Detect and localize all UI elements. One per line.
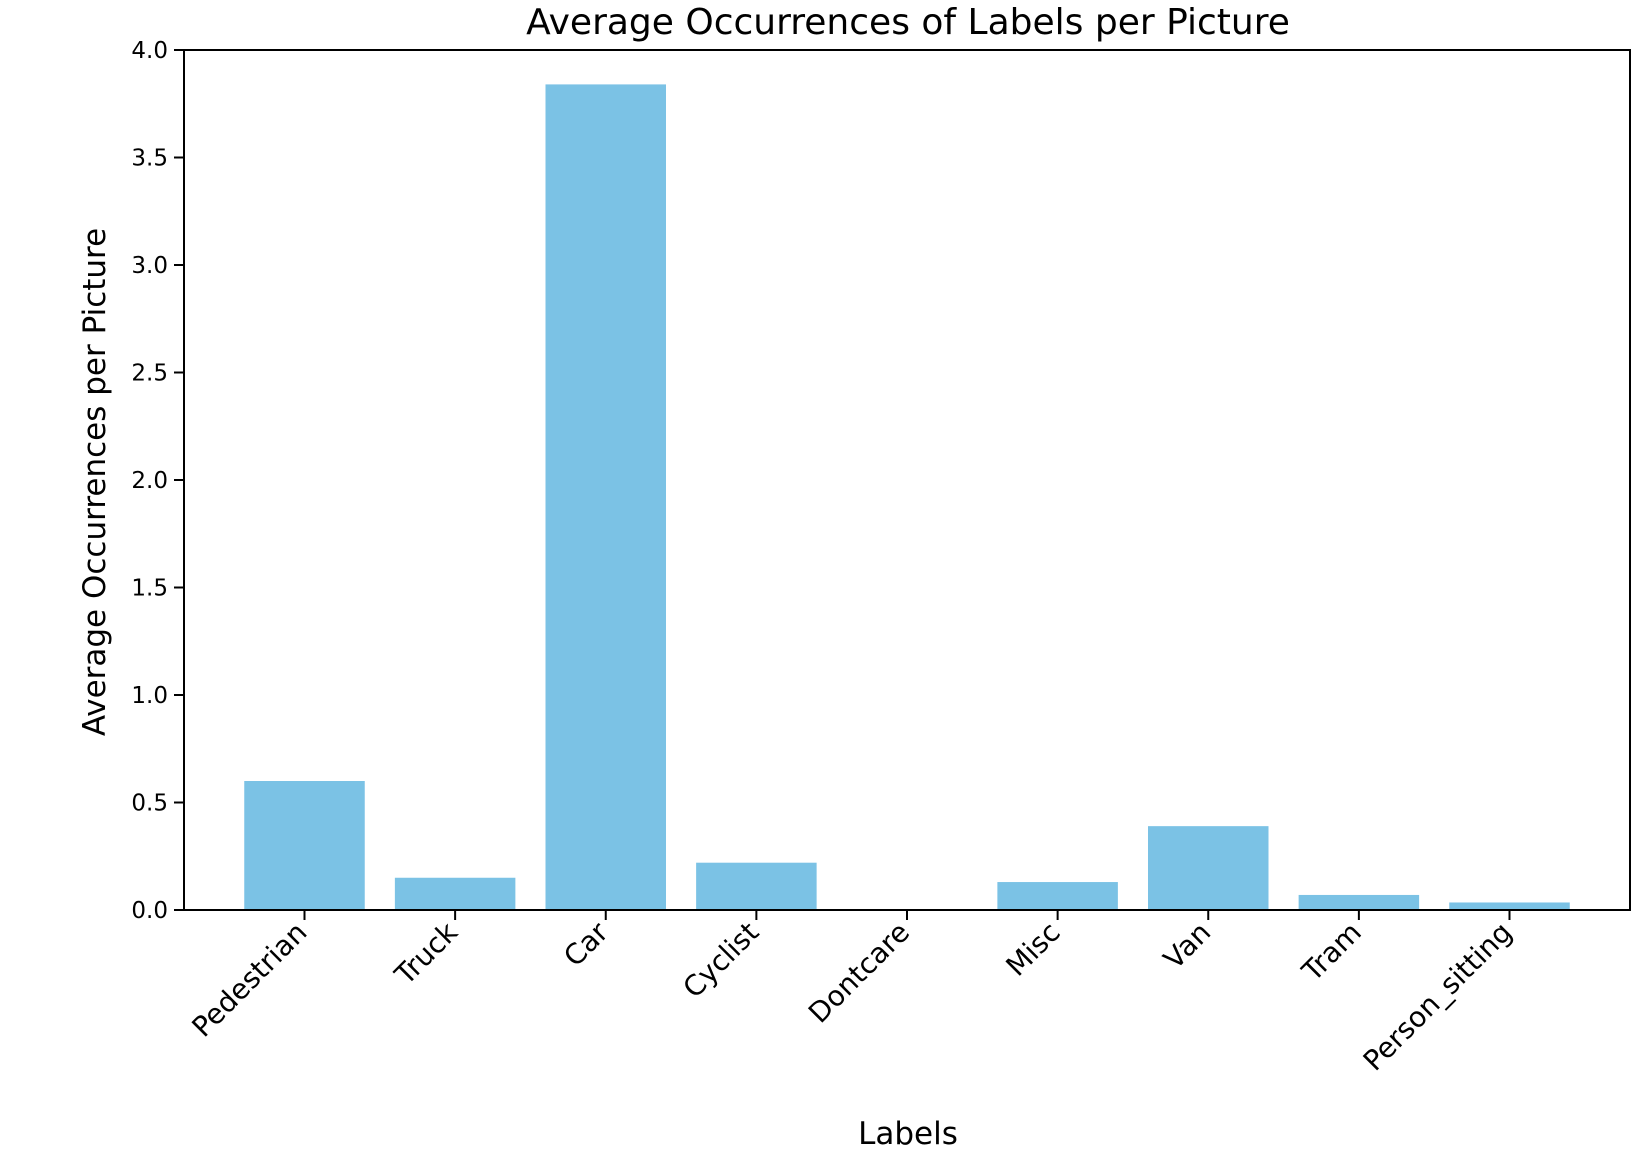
- x-tick-label: Tram: [1295, 916, 1368, 989]
- bar-car: [545, 84, 666, 910]
- x-tick-label: Cyclist: [676, 916, 765, 1005]
- y-tick-label: 0.0: [131, 898, 168, 924]
- y-tick-label: 2.0: [131, 468, 168, 494]
- y-tick-label: 2.5: [131, 361, 168, 387]
- bar-cyclist: [696, 862, 817, 910]
- y-axis: 0.0 0.5 1.0 1.5 2.0 2.5 3.0 3.5 4.0: [131, 38, 184, 924]
- x-tick-label: Pedestrian: [186, 916, 314, 1044]
- x-tick-label: Car: [557, 915, 615, 973]
- x-tick-label: Person_sitting: [1357, 916, 1519, 1078]
- bar-tram: [1298, 894, 1420, 910]
- x-axis: Pedestrian Truck Car Cyclist Dontcare Misc Van…: [186, 910, 1519, 1078]
- bar-person_sitting: [1449, 902, 1570, 910]
- y-tick-label: 0.5: [131, 791, 168, 817]
- x-tick-label: Van: [1157, 916, 1217, 976]
- bars-group: [244, 84, 1570, 910]
- y-axis-label: Average Occurrences per Picture: [77, 228, 113, 736]
- x-tick-label: Misc: [999, 916, 1066, 983]
- y-tick-label: 3.0: [131, 253, 168, 279]
- bar-misc: [997, 882, 1118, 910]
- y-tick-label: 1.5: [131, 576, 168, 602]
- plot-frame: [183, 49, 1631, 911]
- chart-title: Average Occurrences of Labels per Pictur…: [526, 2, 1290, 43]
- x-axis-label: Labels: [858, 1116, 958, 1152]
- bar-van: [1148, 826, 1269, 910]
- x-tick-label: Dontcare: [802, 916, 916, 1030]
- bar-truck: [394, 877, 516, 910]
- y-tick-label: 3.5: [131, 146, 168, 172]
- x-tick-label: Truck: [388, 915, 465, 992]
- y-tick-label: 1.0: [131, 683, 168, 709]
- y-tick-label: 4.0: [131, 38, 168, 64]
- bar-pedestrian: [244, 781, 365, 910]
